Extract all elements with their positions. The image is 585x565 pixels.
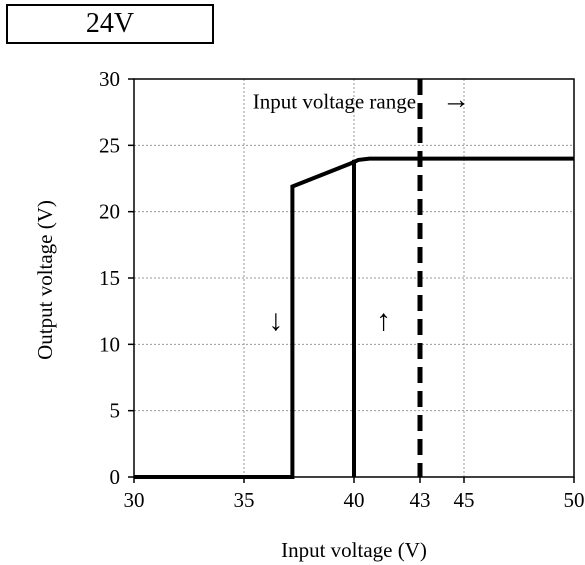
annotation-2: ↓ [268,304,283,337]
y-tick-label-6: 30 [99,67,120,91]
y-tick-label-1: 5 [110,399,121,423]
annotations: Input voltage range → ↓ ↑ [253,85,470,338]
y-tick-label-3: 15 [99,266,120,290]
annotation-3: ↑ [376,304,391,337]
y-axis-label: Output voltage (V) [33,200,57,360]
y-tick-label-2: 10 [99,332,120,356]
y-tick-label-4: 20 [99,200,120,224]
series-line-0 [134,156,574,479]
x-axis-label: Input voltage (V) [281,538,427,562]
output-voltage-badge: 24V [6,4,214,44]
x-tick-label-1: 35 [234,488,255,512]
y-tick-label-5: 25 [99,133,120,157]
x-tick-label-5: 50 [564,488,585,512]
y-tick-label-0: 0 [110,465,121,489]
annotation-0: Input voltage range [253,90,416,114]
x-tick-label-0: 30 [124,488,145,512]
series-layer [134,79,574,479]
x-tick-label-2: 40 [344,488,365,512]
x-tick-label-4: 45 [454,488,475,512]
tick-labels: 30 35 40 43 45 50 0 5 10 15 20 25 30 [99,67,585,512]
annotation-1: → [442,85,470,116]
x-tick-label-3: 43 [410,488,431,512]
axes [128,78,575,483]
